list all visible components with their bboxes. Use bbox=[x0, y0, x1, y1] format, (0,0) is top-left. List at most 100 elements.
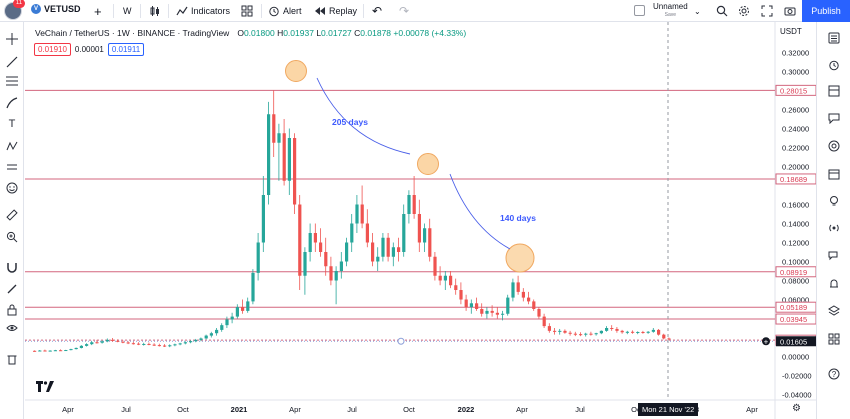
magnet-icon bbox=[7, 263, 17, 273]
change-value: +0.00078 (+4.33%) bbox=[393, 28, 467, 38]
fib-tool[interactable] bbox=[4, 73, 20, 89]
candle-down bbox=[298, 204, 302, 276]
alert-label: Alert bbox=[283, 6, 302, 16]
candle-up bbox=[339, 261, 343, 271]
buy-button[interactable]: 0.01911 bbox=[107, 43, 145, 56]
replay-button[interactable]: Replay bbox=[314, 3, 357, 19]
candle-down bbox=[527, 297, 531, 302]
peak-circle-annotation[interactable] bbox=[417, 153, 439, 175]
crosshair-tool[interactable] bbox=[4, 31, 20, 47]
candle-down bbox=[313, 233, 317, 243]
watchlist-button[interactable] bbox=[826, 30, 842, 46]
magnet-tool[interactable] bbox=[4, 259, 20, 275]
lock-drawings-tool[interactable] bbox=[4, 302, 20, 318]
left-drawing-toolbar: T bbox=[0, 22, 24, 419]
candle-down bbox=[417, 214, 421, 243]
axis-settings-button[interactable]: ⚙ bbox=[792, 403, 801, 414]
undo-button[interactable]: ↶ bbox=[372, 3, 382, 19]
hotlists-button[interactable] bbox=[826, 138, 842, 154]
snapshot-button[interactable] bbox=[784, 3, 796, 19]
gear-icon bbox=[739, 6, 749, 16]
compare-symbol-button[interactable]: + bbox=[94, 3, 102, 19]
price-tick-label: 0.20000 bbox=[782, 163, 809, 172]
prediction-tool[interactable] bbox=[4, 159, 20, 175]
line-anchor-handle[interactable] bbox=[397, 337, 405, 345]
candle-down bbox=[563, 330, 567, 333]
indicators-button[interactable]: Indicators bbox=[176, 3, 230, 19]
notifications-button[interactable] bbox=[826, 276, 842, 292]
symbol-search-button[interactable]: V VETUSD bbox=[31, 4, 81, 14]
help-button[interactable]: ? bbox=[826, 366, 842, 382]
level-price-label: 0.03945 bbox=[780, 315, 807, 324]
redo-button[interactable]: ↷ bbox=[399, 3, 409, 19]
annotation-label[interactable]: 205 days bbox=[332, 117, 368, 127]
replay-label: Replay bbox=[329, 6, 358, 16]
candle-down bbox=[568, 332, 572, 334]
alarm-clock-icon bbox=[829, 60, 839, 71]
ideas-button[interactable] bbox=[826, 193, 842, 209]
layout-name-button[interactable]: Unnamed Save bbox=[653, 2, 688, 20]
annotation-label[interactable]: 140 days bbox=[500, 213, 536, 223]
pencil-lock-icon bbox=[7, 284, 17, 294]
price-tick-label: 0.08000 bbox=[782, 277, 809, 286]
candle-down bbox=[438, 275, 442, 281]
pattern-tool[interactable] bbox=[4, 138, 20, 154]
price-tick-label: 0.14000 bbox=[782, 220, 809, 229]
lock-icon bbox=[7, 304, 17, 316]
candle-down bbox=[454, 285, 458, 290]
candle-up bbox=[469, 303, 473, 308]
arc-annotation[interactable] bbox=[316, 77, 411, 155]
level-price-badge bbox=[775, 173, 816, 185]
candle-down bbox=[579, 334, 583, 336]
search-button[interactable] bbox=[716, 3, 728, 19]
top-toolbar: 11 V VETUSD + W Indicators Alert Replay … bbox=[0, 0, 850, 22]
icons-tool[interactable] bbox=[4, 180, 20, 196]
time-tick-label: Oct bbox=[631, 405, 644, 414]
alerts-button[interactable] bbox=[826, 57, 842, 73]
candle-down bbox=[111, 339, 115, 341]
zoom-tool[interactable] bbox=[4, 229, 20, 245]
candle-up bbox=[355, 204, 359, 224]
brush-tool[interactable] bbox=[4, 95, 20, 111]
plus-icon: + bbox=[764, 337, 769, 346]
time-tick-label: Jul bbox=[575, 405, 585, 414]
dom-button[interactable] bbox=[826, 331, 842, 347]
candle-up bbox=[100, 341, 104, 343]
sell-button[interactable]: 0.01910 bbox=[34, 43, 71, 56]
trend-line-tool[interactable] bbox=[4, 54, 20, 70]
publish-button[interactable]: Publish bbox=[802, 0, 850, 22]
candle-up bbox=[423, 228, 427, 243]
current-price-label: 0.01605 bbox=[780, 337, 807, 346]
interval-button[interactable]: W bbox=[123, 3, 132, 19]
time-tick-label: Oct bbox=[403, 405, 416, 414]
chart-type-button[interactable] bbox=[149, 3, 161, 19]
text-tool[interactable]: T bbox=[4, 116, 20, 132]
price-chart[interactable]: USDT 0.32000 0.30000 0.26000 0.24000 0.22000 0… bbox=[25, 22, 816, 419]
alert-button[interactable]: Alert bbox=[268, 3, 302, 19]
remove-drawings-tool[interactable] bbox=[4, 351, 20, 367]
add-order-button[interactable] bbox=[762, 337, 770, 346]
layout-checkbox[interactable] bbox=[634, 5, 645, 16]
layout-dropdown-button[interactable]: ⌄ bbox=[694, 3, 701, 19]
chat-button[interactable] bbox=[826, 110, 842, 126]
stay-in-drawing-tool[interactable] bbox=[4, 281, 20, 297]
measure-tool[interactable] bbox=[4, 207, 20, 223]
order-panel-button[interactable] bbox=[826, 303, 842, 319]
candle-down bbox=[662, 334, 666, 339]
chats-button[interactable] bbox=[826, 248, 842, 264]
candle-down bbox=[464, 299, 468, 308]
peak-circle-annotation[interactable] bbox=[285, 60, 307, 82]
hide-drawings-tool[interactable] bbox=[4, 320, 20, 336]
streams-button[interactable] bbox=[826, 220, 842, 236]
fullscreen-button[interactable] bbox=[761, 3, 773, 19]
candle-up bbox=[599, 330, 603, 334]
watchlist-icon bbox=[828, 32, 840, 44]
peak-circle-annotation[interactable] bbox=[505, 243, 535, 273]
candle-up bbox=[194, 339, 198, 342]
candle-up bbox=[651, 329, 655, 332]
settings-button[interactable] bbox=[738, 3, 750, 19]
data-window-button[interactable] bbox=[826, 83, 842, 99]
layouts-button[interactable] bbox=[241, 3, 253, 19]
arc-annotation[interactable] bbox=[449, 173, 511, 250]
calendar-button[interactable] bbox=[826, 166, 842, 182]
